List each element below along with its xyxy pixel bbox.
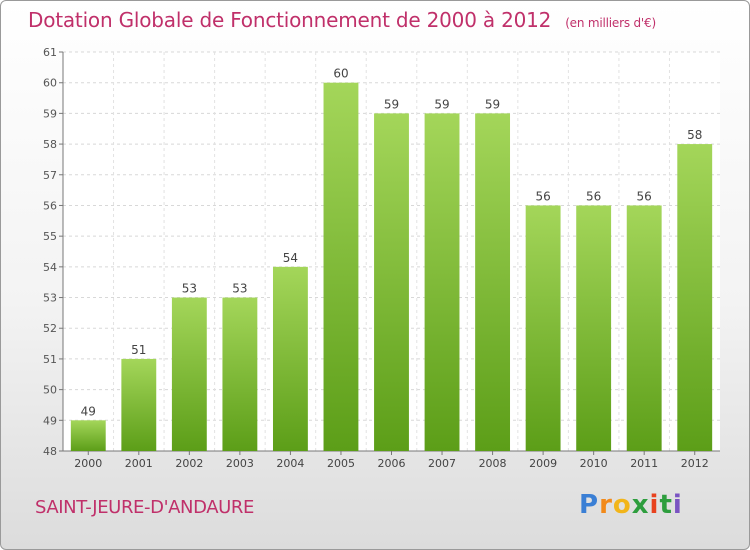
x-tick-label: 2000 [74,457,102,470]
data-label: 56 [637,189,652,203]
bars [70,82,713,452]
bar [626,205,662,451]
logo-letter: r [599,490,613,520]
x-tick-label: 2004 [276,457,304,470]
data-label: 56 [535,189,550,203]
x-tick-label: 2008 [479,457,507,470]
data-label: 49 [81,404,96,418]
logo-letter: o [612,490,632,520]
bar [272,266,308,451]
y-tick-label: 51 [43,353,57,366]
x-tick-label: 2001 [125,457,153,470]
logo-letter: x [631,490,650,520]
bar [677,144,713,452]
commune-name: SAINT-JEURE-D'ANDAURE [35,497,255,518]
data-label: 53 [182,282,197,296]
x-tick-label: 2012 [681,457,709,470]
y-tick-label: 58 [43,138,57,151]
x-tick-label: 2010 [580,457,608,470]
proxiti-logo: Proxiti [579,490,683,520]
bar [171,297,207,451]
bar [374,113,409,451]
bar [525,205,561,451]
y-tick-label: 57 [43,169,57,182]
x-tick-label: 2007 [428,457,456,470]
data-label: 58 [687,128,702,142]
bar [475,113,511,451]
data-label: 51 [131,343,146,357]
bar [323,82,359,451]
y-tick-label: 56 [43,199,57,212]
y-tick-label: 49 [43,414,57,427]
data-label: 59 [434,97,449,111]
data-label: 56 [586,189,601,203]
x-tick-label: 2011 [630,457,658,470]
y-tick-label: 52 [43,322,57,335]
y-tick-label: 53 [43,292,57,305]
y-tick-label: 61 [43,46,57,59]
y-tick-label: 59 [43,107,57,120]
data-label: 59 [485,97,500,111]
logo-letter: P [579,490,600,520]
y-tick-label: 50 [43,384,57,397]
y-tick-label: 60 [43,77,57,90]
bar [70,420,106,451]
bar [576,205,612,451]
chart-title: Dotation Globale de Fonctionnement de 20… [28,8,656,32]
bar [121,358,157,451]
x-tick-label: 2002 [175,457,203,470]
data-label: 60 [333,67,348,81]
x-tick-label: 2006 [378,457,406,470]
y-tick-label: 55 [43,230,57,243]
logo-letter: i [649,490,660,520]
bar [222,297,258,451]
x-tick-label: 2005 [327,457,355,470]
data-label: 54 [283,251,298,265]
bar [424,113,460,451]
y-tick-label: 54 [43,261,57,274]
data-label: 59 [384,97,399,111]
data-label: 53 [232,282,247,296]
y-tick-label: 48 [43,445,57,458]
title-text: Dotation Globale de Fonctionnement de 20… [28,8,552,32]
x-tick-label: 2003 [226,457,254,470]
labels: 48 49 50 51 52 53 54 55 56 57 58 59 60 61 49 2000 51 2001… [43,46,709,470]
x-tick-label: 2009 [529,457,557,470]
logo-letter: i [672,490,683,520]
title-unit: (en milliers d'€) [565,16,656,30]
logo-letter: t [659,490,673,520]
